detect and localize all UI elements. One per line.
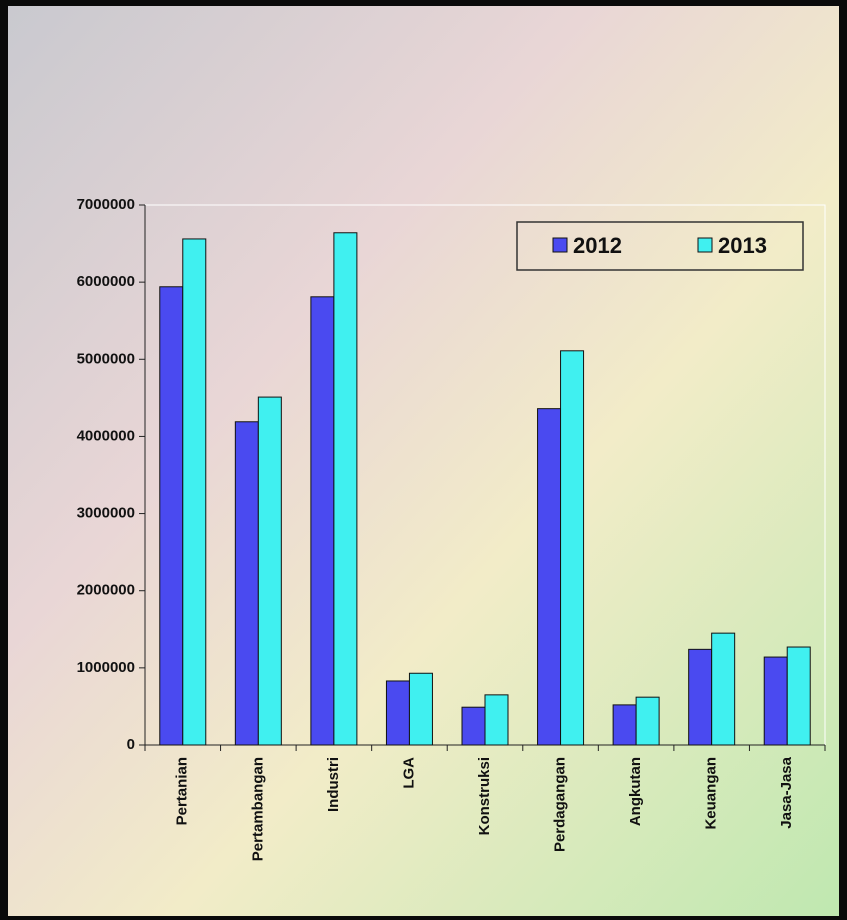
bar	[635, 696, 660, 746]
bar	[182, 238, 207, 746]
x-tick-label: Angkutan	[627, 757, 644, 826]
bar	[537, 408, 562, 746]
bar	[310, 296, 335, 746]
bar	[688, 648, 713, 746]
bar	[763, 656, 788, 746]
y-tick-label: 3000000	[77, 505, 135, 522]
bar	[612, 704, 637, 746]
bar	[560, 350, 585, 746]
bar	[257, 396, 282, 746]
x-tick-label: Perdagangan	[552, 757, 569, 852]
x-tick-label: Keuangan	[703, 757, 720, 830]
legend-box	[516, 221, 804, 271]
y-tick-label: 2000000	[77, 582, 135, 599]
bar	[159, 286, 184, 746]
x-tick-label: Pertanian	[174, 757, 191, 825]
x-tick-label: LGA	[400, 757, 417, 789]
x-tick-label: Industri	[325, 757, 342, 812]
y-tick-label: 1000000	[77, 659, 135, 676]
bar	[461, 706, 486, 746]
bar	[333, 232, 358, 746]
y-tick-label: 6000000	[77, 273, 135, 290]
bar	[786, 646, 811, 746]
bar	[234, 421, 259, 746]
legend-swatch	[552, 237, 568, 253]
legend-label: 2013	[718, 233, 767, 258]
legend-swatch	[697, 237, 713, 253]
x-tick-label: Pertambangan	[249, 757, 266, 861]
bar	[385, 680, 410, 746]
y-tick-label: 0	[127, 736, 135, 753]
bar	[484, 694, 509, 746]
legend	[516, 221, 804, 271]
bar	[408, 672, 433, 746]
x-tick-label: Jasa-Jasa	[778, 756, 795, 828]
x-tick-label: Konstruksi	[476, 757, 493, 835]
background	[8, 6, 839, 916]
bar	[711, 632, 736, 746]
y-tick-label: 4000000	[77, 427, 135, 444]
y-tick-label: 7000000	[77, 196, 135, 213]
y-tick-label: 5000000	[77, 350, 135, 367]
legend-label: 2012	[573, 233, 622, 258]
